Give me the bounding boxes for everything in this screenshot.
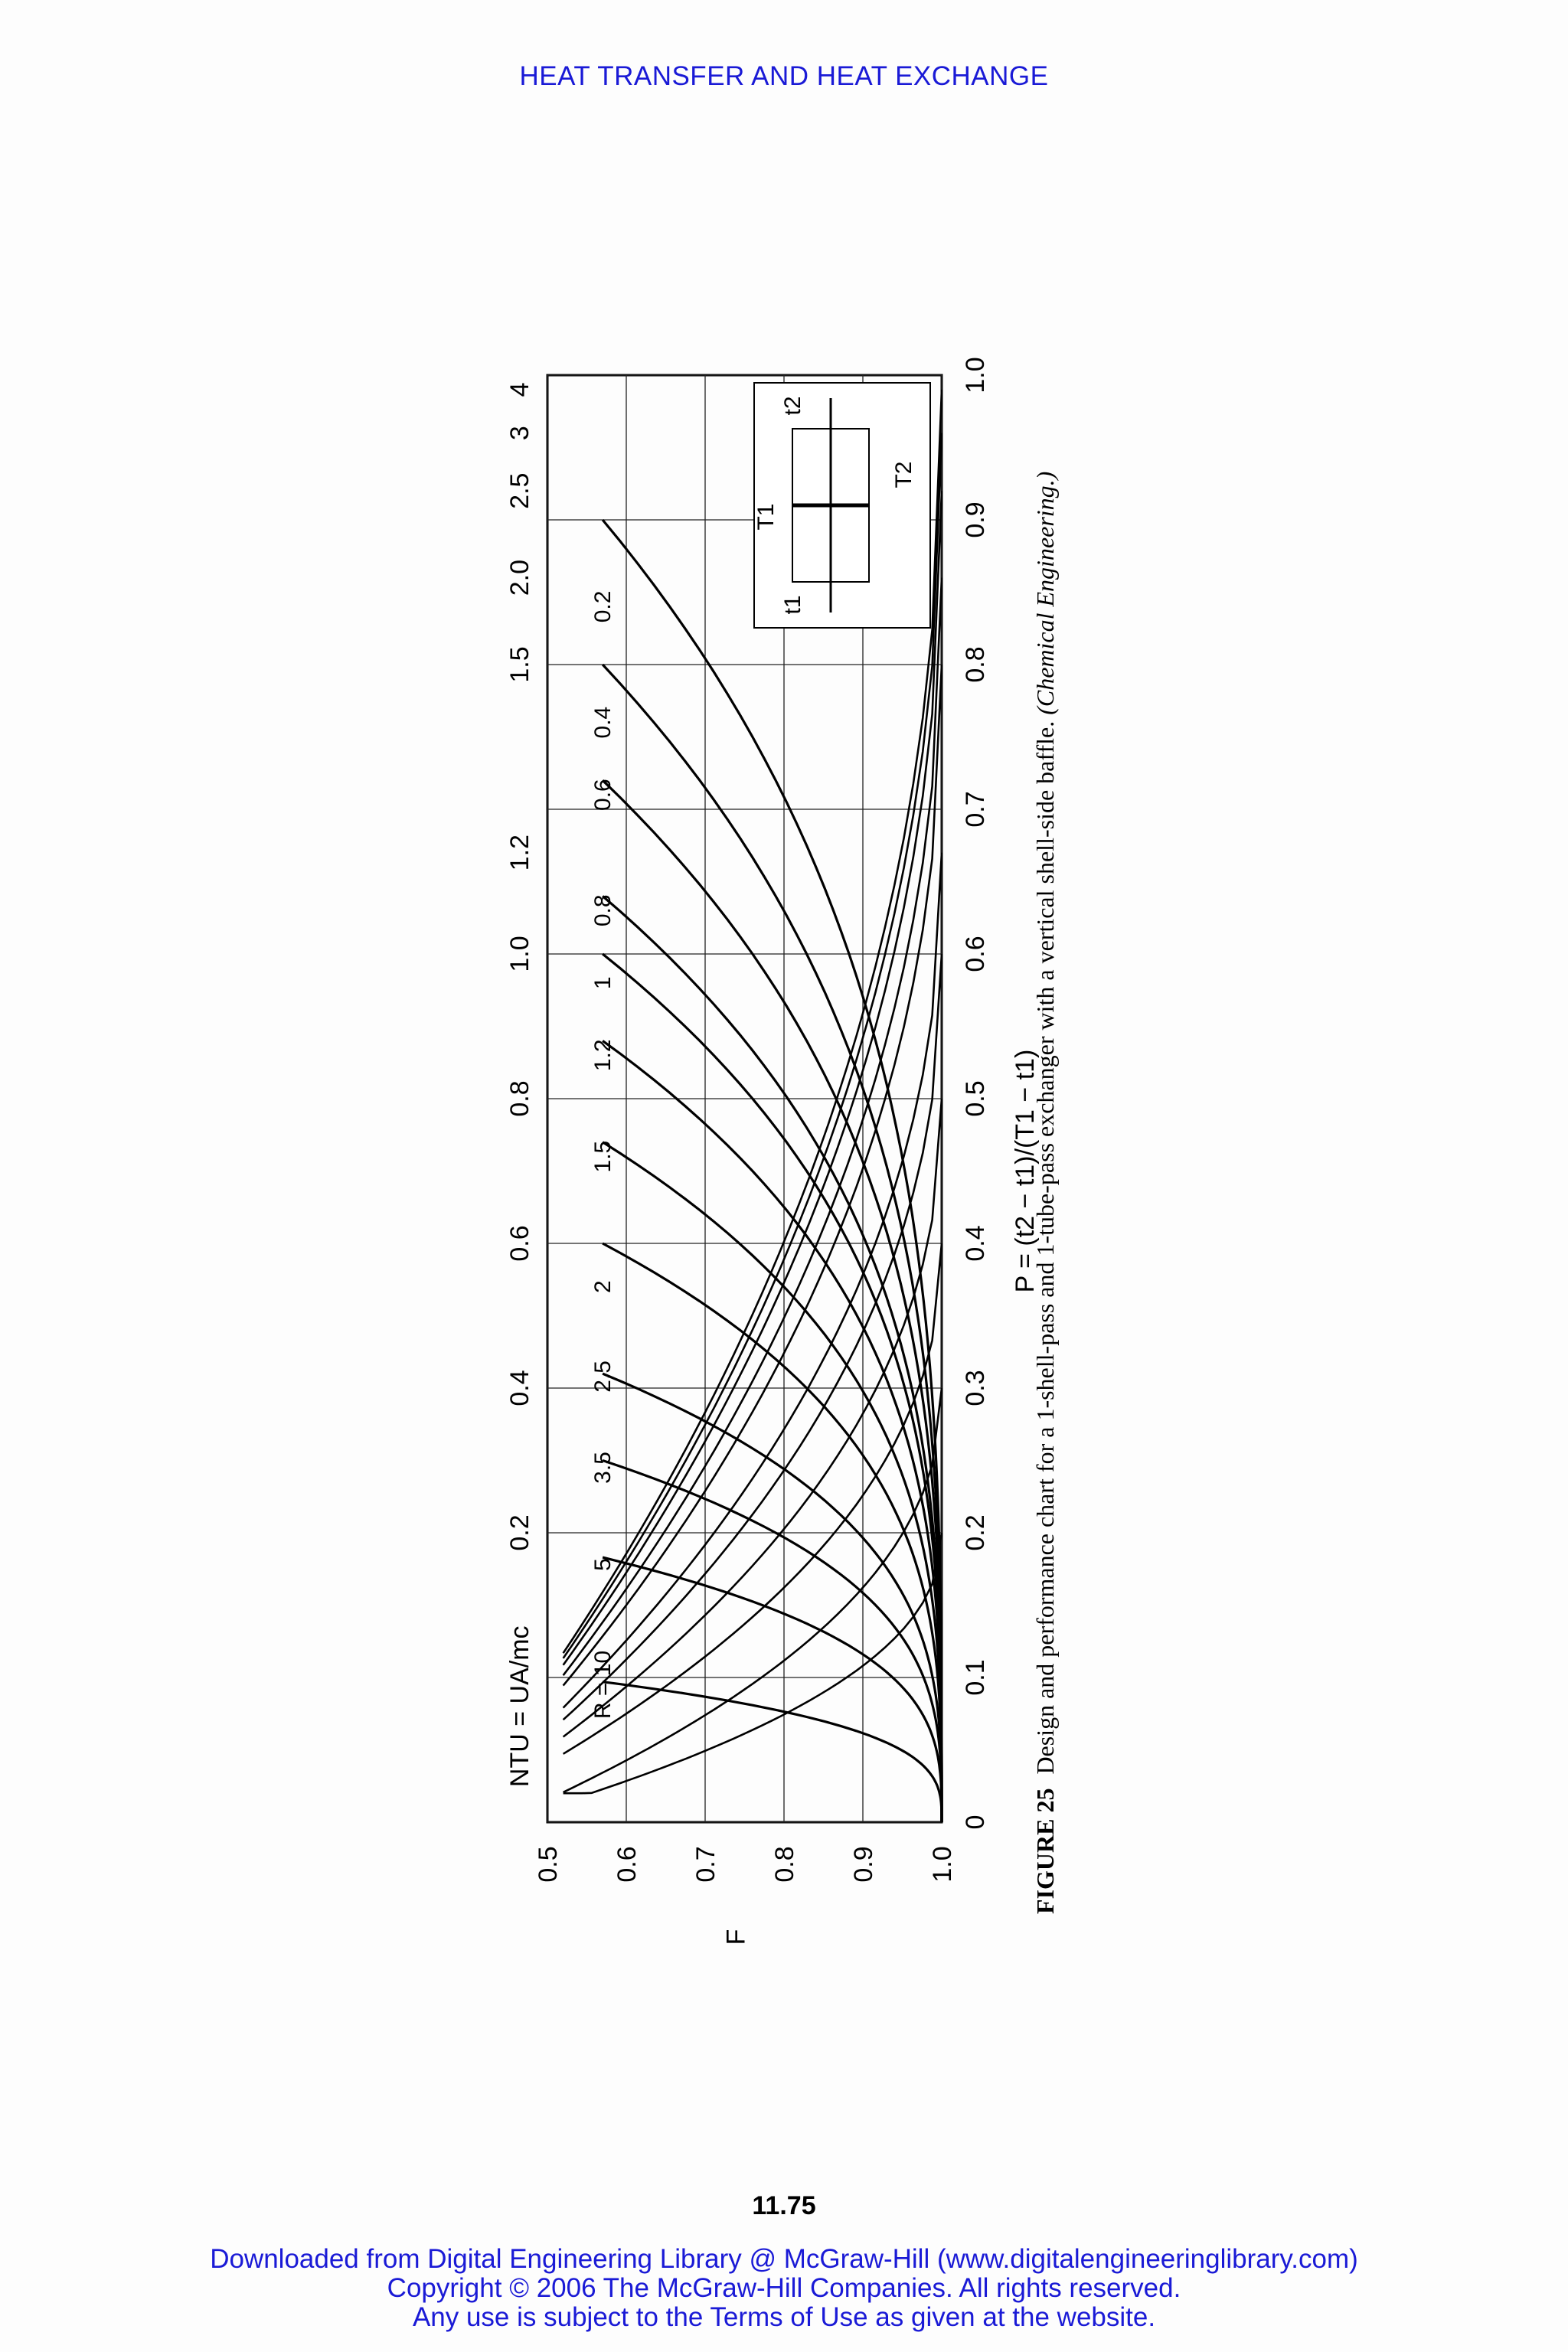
- r-curve-label: 5: [590, 1558, 616, 1571]
- y-tick-label: 0.7: [691, 1846, 720, 1882]
- r-curve-label: 2: [590, 1280, 616, 1293]
- chart-figure: 0 0.1 0.2 0.3 0.4 0.5 0.6 0.7 0.8 0.9 1.0 0.5 0.6 0.7…: [459, 322, 1118, 2006]
- r-curve-label: 1.2: [590, 1039, 616, 1071]
- x-tick-label: 0.5: [961, 1080, 990, 1116]
- r-curve: [602, 1681, 943, 1822]
- r-curve-label: 0.2: [590, 591, 616, 623]
- ntu-curve: [563, 1387, 943, 1794]
- y-tick-label: 0.9: [849, 1846, 878, 1882]
- ntu-tick-label: 1.5: [505, 646, 534, 682]
- ntu-tick-label: 2.5: [505, 473, 534, 509]
- footer-line-3: Any use is subject to the Terms of Use a…: [412, 2302, 1156, 2332]
- x-tick-label: 0.4: [961, 1225, 990, 1261]
- inset-label-t1: t1: [780, 595, 805, 614]
- x-axis-label: P = (t2 − t1)/(T1 − t1): [1011, 1050, 1040, 1293]
- inset-label-T1: T1: [753, 503, 779, 530]
- page-number: 11.75: [752, 2191, 816, 2220]
- r-curve: [601, 779, 943, 1822]
- ntu-axis-label: NTU = UA/mc: [505, 1625, 534, 1787]
- x-tick-label: 0.2: [961, 1514, 990, 1550]
- r-curve-label: 3.5: [590, 1452, 616, 1484]
- r-curve-label: 0.6: [590, 779, 616, 811]
- ntu-curve: [562, 577, 943, 1676]
- r-curve: [601, 518, 943, 1822]
- ntu-tick-label: 3: [505, 426, 534, 440]
- figure-label: FIGURE 25: [1031, 1788, 1059, 1914]
- ntu-tick-label: 0.8: [505, 1080, 534, 1116]
- x-tick-label: 0.1: [961, 1659, 990, 1695]
- ntu-tick-label: 2.0: [505, 560, 534, 596]
- r-curve-label: 1.5: [590, 1141, 616, 1173]
- footer-line-1: Downloaded from Digital Engineering Libr…: [210, 2244, 1358, 2274]
- x-tick-label: 0.9: [961, 501, 990, 537]
- inset-label-t2: t2: [780, 396, 805, 415]
- y-axis-label: F: [722, 1929, 751, 1945]
- ntu-curve: [562, 491, 943, 1666]
- y-tick-label: 1.0: [928, 1846, 957, 1882]
- ntu-curve: [562, 953, 943, 1721]
- ntu-curve: [562, 433, 943, 1659]
- y-tick-label: 0.5: [534, 1846, 563, 1882]
- y-tick-label: 0.8: [770, 1846, 799, 1882]
- chart-curves: [562, 389, 943, 1822]
- r-curve-label: 1: [590, 976, 616, 989]
- x-tick-label: 0: [961, 1815, 990, 1830]
- r-curve-label: 2.5: [590, 1361, 616, 1393]
- ntu-curve: [563, 1532, 943, 1795]
- x-tick-label: 1.0: [961, 357, 990, 393]
- r-curve: [602, 1040, 943, 1822]
- ntu-tick-label: 1.0: [505, 936, 534, 972]
- ntu-tick-label: 4: [505, 382, 534, 397]
- ntu-tick-label: 1.2: [505, 835, 534, 871]
- footer-line-2: Copyright © 2006 The McGraw-Hill Compani…: [387, 2273, 1181, 2303]
- ntu-tick-label: 0.2: [505, 1514, 534, 1550]
- chart-svg: 0 0.1 0.2 0.3 0.4 0.5 0.6 0.7 0.8 0.9 1.0 0.5 0.6 0.7…: [505, 357, 1040, 1945]
- chart-labels: 0 0.1 0.2 0.3 0.4 0.5 0.6 0.7 0.8 0.9 1.0 0.5 0.6 0.7…: [505, 357, 1040, 1945]
- inset-label-T2: T2: [891, 461, 916, 488]
- r-curve-label: 0.4: [590, 707, 616, 739]
- y-tick-label: 0.6: [612, 1846, 642, 1882]
- figure-caption: FIGURE 25 Design and performance chart fo…: [1030, 472, 1106, 1915]
- ntu-curve: [562, 852, 943, 1709]
- figure-source: (Chemical Engineering.): [1031, 471, 1059, 715]
- ntu-curve: [562, 1098, 943, 1738]
- x-tick-label: 0.6: [961, 936, 990, 972]
- ntu-curve: [562, 1243, 943, 1755]
- x-tick-label: 0.8: [961, 646, 990, 682]
- r-curve-label: R = 10: [590, 1651, 616, 1719]
- x-tick-label: 0.3: [961, 1370, 990, 1406]
- r-curve-label: 0.8: [590, 894, 616, 926]
- chart-inset: t1 t2 T1 T2: [753, 382, 931, 629]
- running-head: HEAT TRANSFER AND HEAT EXCHANGE: [519, 61, 1049, 91]
- figure-caption-text: Design and performance chart for a 1-she…: [1031, 720, 1059, 1775]
- ntu-tick-label: 0.4: [505, 1370, 534, 1406]
- footer: Downloaded from Digital Engineering Libr…: [0, 2245, 1568, 2332]
- ntu-tick-label: 0.6: [505, 1225, 534, 1261]
- ntu-curve: [562, 664, 943, 1687]
- x-tick-label: 0.7: [961, 791, 990, 827]
- ntu-curve: [562, 389, 943, 1654]
